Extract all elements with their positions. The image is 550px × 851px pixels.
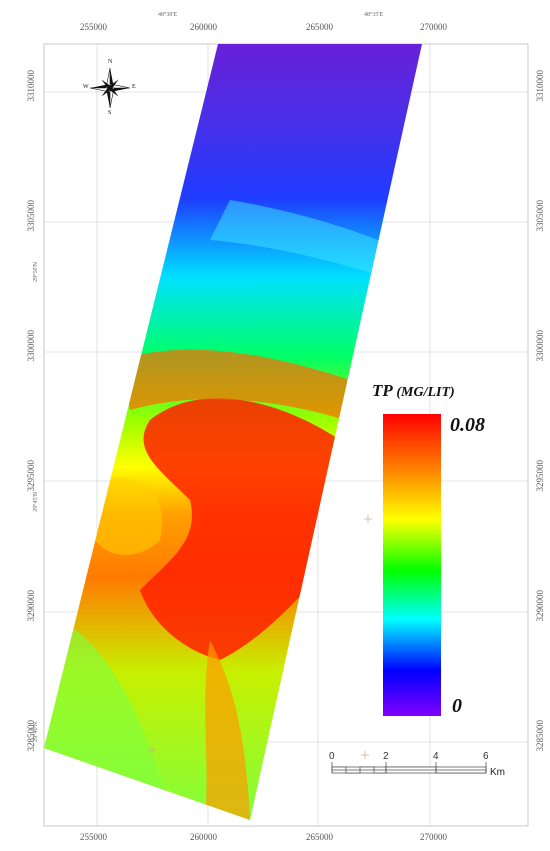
lat-label: 29°40'N bbox=[33, 722, 39, 742]
x-tick-top: 255000 bbox=[80, 22, 107, 32]
legend-min-value: 0 bbox=[452, 695, 462, 717]
scalebar-label: 2 bbox=[383, 751, 389, 762]
y-tick-right: 3300000 bbox=[535, 330, 545, 362]
y-tick-right: 3290000 bbox=[535, 590, 545, 622]
scalebar-label: 6 bbox=[483, 751, 489, 762]
y-tick-left: 3290000 bbox=[26, 590, 36, 622]
y-tick-right: 3295000 bbox=[535, 460, 545, 492]
y-tick-left: 3305000 bbox=[26, 200, 36, 232]
y-tick-right: 3305000 bbox=[535, 200, 545, 232]
legend-title: TP (MG/LIT) bbox=[372, 381, 455, 401]
x-tick-bottom: 265000 bbox=[306, 832, 333, 842]
x-tick-bottom: 260000 bbox=[190, 832, 217, 842]
legend-title-unit: (MG/LIT) bbox=[396, 385, 455, 400]
east-label: E bbox=[132, 84, 136, 90]
x-tick-bottom: 270000 bbox=[420, 832, 447, 842]
x-tick-top: 270000 bbox=[420, 22, 447, 32]
scalebar-unit: Km bbox=[490, 767, 505, 778]
x-tick-bottom: 255000 bbox=[80, 832, 107, 842]
south-label: S bbox=[108, 110, 112, 116]
scalebar-label: 0 bbox=[329, 751, 335, 762]
y-tick-left: 3310000 bbox=[26, 70, 36, 102]
scalebar-label: 4 bbox=[433, 751, 439, 762]
y-tick-left: 3295000 bbox=[26, 460, 36, 492]
lon-label: 48°30'E bbox=[158, 12, 178, 18]
west-label: W bbox=[83, 84, 89, 90]
lon-label: 48°35'E bbox=[364, 12, 384, 18]
scale-bar bbox=[331, 762, 487, 774]
north-arrow-icon bbox=[89, 67, 131, 109]
legend-color-bar bbox=[383, 414, 441, 716]
north-label: N bbox=[108, 59, 113, 65]
x-tick-top: 265000 bbox=[306, 22, 333, 32]
lat-label: 29°45'N bbox=[33, 492, 39, 512]
y-tick-right: 3285000 bbox=[535, 720, 545, 752]
legend-title-variable: TP bbox=[372, 381, 393, 400]
legend-max-value: 0.08 bbox=[450, 414, 485, 436]
y-tick-right: 3310000 bbox=[535, 70, 545, 102]
lat-label: 29°50'N bbox=[33, 262, 39, 282]
x-tick-top: 260000 bbox=[190, 22, 217, 32]
y-tick-left: 3300000 bbox=[26, 330, 36, 362]
tp-raster-strip bbox=[44, 44, 422, 820]
